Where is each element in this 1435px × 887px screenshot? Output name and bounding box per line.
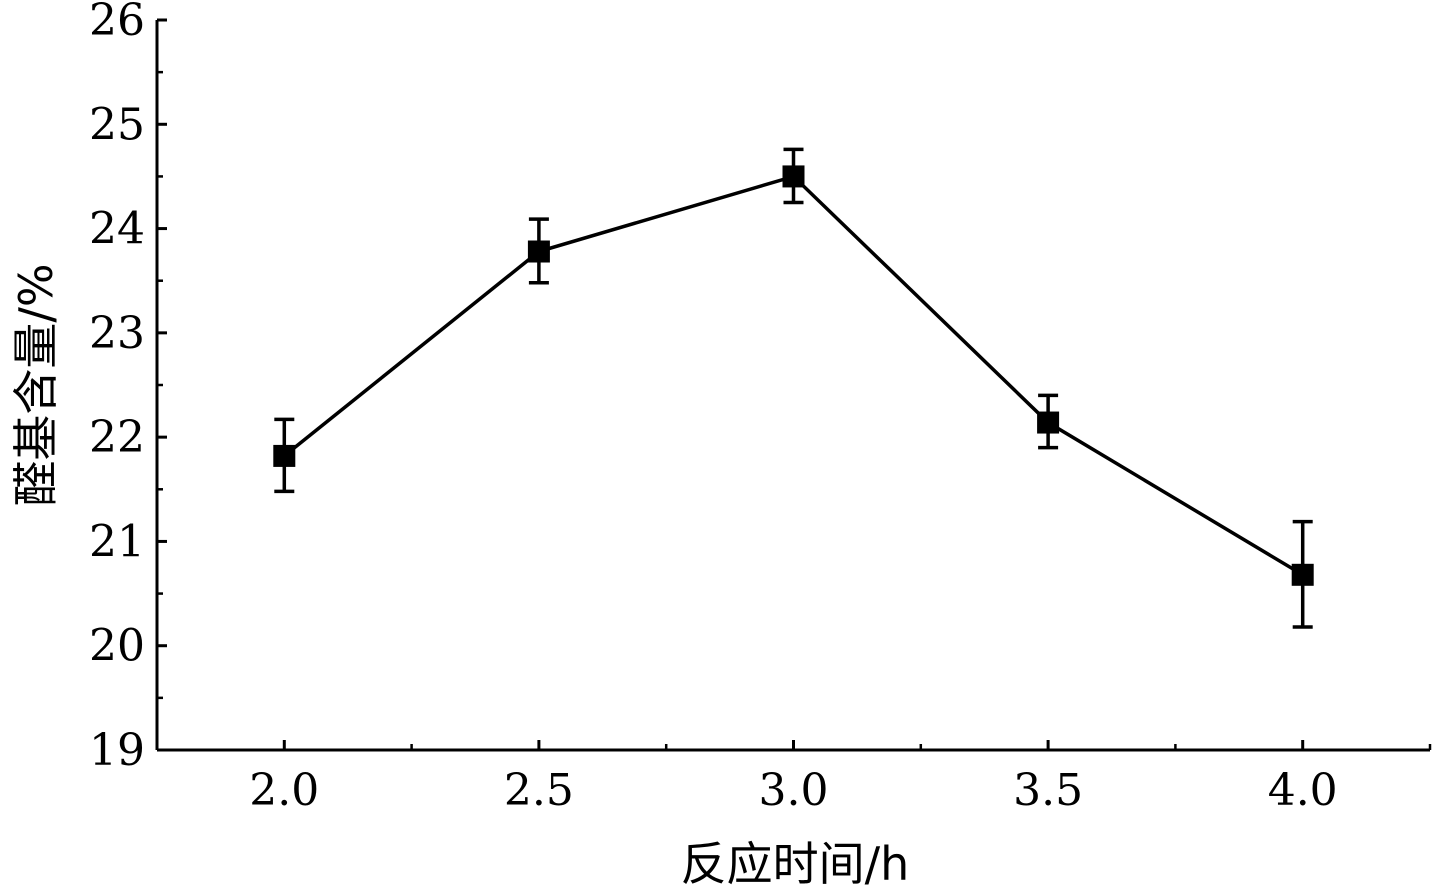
x-tick-label: 3.0 [759,765,829,816]
y-tick-label: 22 [89,412,145,463]
y-tick-label: 21 [89,516,145,567]
data-point [273,444,296,467]
data-point [1037,411,1060,434]
x-tick-label: 4.0 [1268,765,1338,816]
x-tick-label: 3.5 [1013,765,1083,816]
y-tick-label: 20 [89,621,145,672]
y-tick-label: 25 [89,99,145,150]
data-point [527,240,550,263]
y-tick-label: 26 [89,0,145,46]
axes [155,20,1430,752]
plot-area [273,147,1314,629]
y-tick-label: 19 [89,725,145,776]
x-tick-label: 2.5 [504,765,574,816]
x-ticks: 2.0 2.5 3.0 3.5 4.0 [249,740,1432,816]
series-line [283,174,1304,577]
data-point [1291,563,1314,586]
x-tick-label: 2.0 [249,765,319,816]
data-point [782,165,805,188]
y-axis-label: 醛基含量/% [9,263,63,506]
y-ticks: 19 20 21 22 23 24 25 26 [89,0,167,776]
x-axis-label: 反应时间/h [681,837,910,887]
y-tick-label: 24 [89,204,145,255]
y-tick-label: 23 [89,308,145,359]
